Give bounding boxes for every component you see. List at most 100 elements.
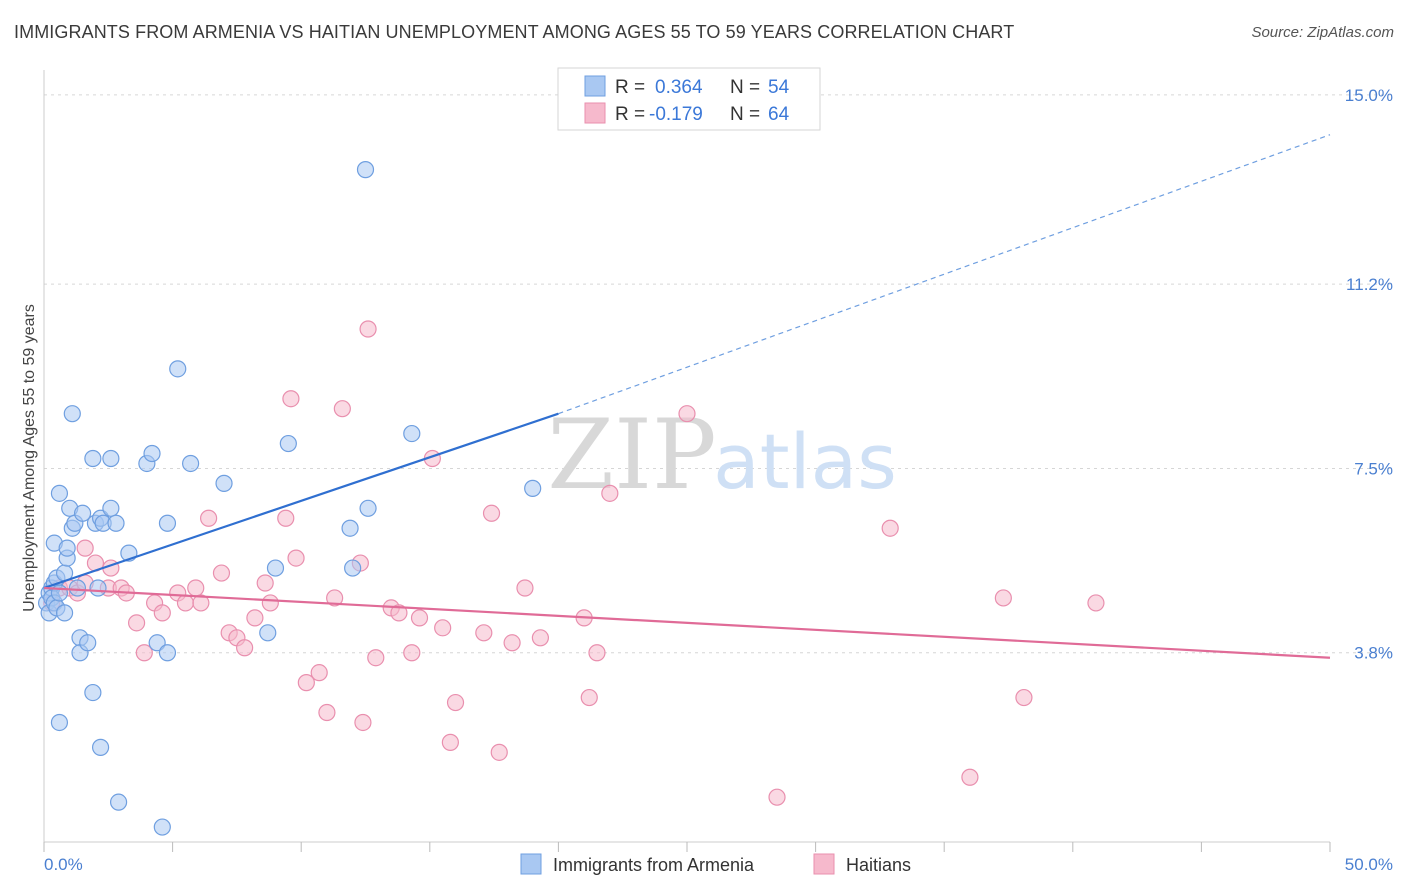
haitians-point-61 [994, 589, 1012, 607]
haitians-point-25 [256, 574, 274, 592]
haitians-point-46 [446, 693, 465, 712]
armenia-point-28 [89, 579, 107, 597]
armenia-point-23 [73, 504, 92, 522]
legend-r-value-1: 0.364 [655, 77, 703, 98]
haitians-point-57 [678, 405, 696, 423]
armenia-point-41 [153, 818, 171, 836]
armenia-point-33 [107, 514, 125, 532]
y-tick-label-2: 11.2% [1346, 275, 1393, 294]
haitians-point-34 [333, 400, 351, 418]
haitians-trend-line [43, 586, 1331, 659]
armenia-point-43 [158, 514, 177, 532]
haitians-point-18 [192, 594, 210, 612]
haitians-point-24 [246, 609, 264, 627]
haitians-point-47 [475, 624, 493, 642]
armenia-point-54 [403, 424, 421, 443]
haitians-point-12 [135, 644, 153, 662]
haitians-point-19 [200, 509, 218, 527]
armenia-point-46 [215, 474, 233, 492]
haitians-points [43, 320, 1105, 806]
haitians-point-52 [531, 629, 549, 647]
y-tick-label-3: 15.0% [1345, 86, 1393, 105]
correlation-legend: R = 0.364 N = 54 R = -0.179 N = 64 [557, 67, 821, 131]
haitians-point-5 [76, 539, 94, 557]
haitians-point-63 [1087, 594, 1105, 612]
haitians-point-59 [881, 519, 899, 537]
legend-n-value-1: 54 [768, 77, 790, 98]
haitians-point-55 [588, 644, 606, 662]
trend-lines [43, 134, 1331, 659]
haitians-point-41 [403, 644, 421, 662]
legend-swatch-blue [584, 75, 606, 97]
armenia-points [37, 161, 542, 836]
haitians-point-45 [441, 733, 459, 751]
legend-n-label-1: N = [730, 77, 760, 98]
armenia-point-44 [169, 360, 187, 378]
armenia-point-31 [102, 499, 120, 517]
haitians-point-20 [212, 564, 231, 582]
haitians-point-42 [410, 609, 429, 627]
armenia-point-26 [84, 449, 102, 468]
haitians-point-54 [580, 688, 598, 707]
armenia-point-11 [50, 484, 69, 502]
haitians-point-62 [1015, 688, 1033, 707]
haitians-point-38 [367, 649, 385, 667]
haitians-point-58 [768, 788, 786, 806]
armenia-trend-line [43, 412, 559, 590]
grid-lines [44, 94, 1392, 654]
axes [43, 70, 1331, 852]
haitians-point-33 [326, 589, 344, 607]
haitians-point-17 [187, 579, 205, 597]
armenia-point-55 [524, 479, 542, 497]
haitians-point-32 [318, 703, 336, 722]
legend-r-label-1: R = [615, 77, 645, 98]
haitians-point-49 [490, 743, 508, 761]
haitians-point-14 [153, 604, 171, 622]
y-axis-title: Unemployment Among Ages 55 to 59 years [21, 304, 38, 612]
haitians-point-16 [176, 594, 195, 612]
armenia-point-39 [143, 444, 161, 463]
armenia-point-35 [91, 738, 110, 756]
bottom-legend-swatch-pink [813, 853, 835, 875]
legend-r-label-2: R = [615, 104, 645, 125]
haitians-point-11 [127, 614, 146, 632]
haitians-point-31 [310, 664, 328, 682]
armenia-point-15 [58, 539, 76, 557]
armenia-point-40 [148, 634, 166, 652]
armenia-point-50 [341, 519, 359, 537]
legend-swatch-pink [584, 102, 606, 124]
legend-n-value-2: 64 [768, 104, 790, 125]
haitians-point-50 [503, 634, 521, 652]
armenia-point-13 [55, 604, 74, 622]
watermark-atlas: atlas [713, 417, 897, 506]
armenia-point-32 [102, 449, 120, 468]
armenia-point-42 [158, 644, 177, 662]
armenia-point-49 [279, 434, 297, 453]
haitians-point-48 [482, 504, 501, 522]
x-tick-label-1: 50.0% [1345, 855, 1393, 874]
armenia-point-48 [266, 559, 285, 577]
legend-n-label-2: N = [730, 104, 760, 125]
y-tick-label-1: 7.5% [1354, 459, 1393, 478]
chart-title: IMMIGRANTS FROM ARMENIA VS HAITIAN UNEMP… [14, 22, 1015, 42]
bottom-legend-series1: Immigrants from Armenia [553, 855, 755, 875]
bottom-legend-swatch-blue [520, 853, 542, 875]
haitians-point-37 [359, 320, 377, 338]
x-tick-label-0: 0.0% [44, 855, 83, 874]
armenia-trend-extension [558, 134, 1331, 415]
armenia-point-36 [109, 793, 128, 811]
armenia-point-24 [79, 634, 97, 652]
haitians-point-40 [390, 604, 408, 622]
haitians-point-26 [261, 594, 279, 612]
haitians-point-30 [297, 674, 315, 692]
armenia-point-51 [344, 559, 362, 577]
armenia-point-9 [50, 584, 69, 602]
series-legend: Immigrants from Armenia Haitians [520, 853, 911, 875]
source-credit: Source: ZipAtlas.com [1251, 24, 1394, 41]
haitians-point-29 [287, 549, 305, 567]
bottom-legend-series2: Haitians [846, 855, 911, 875]
armenia-point-47 [259, 624, 277, 642]
armenia-point-20 [68, 579, 87, 597]
haitians-point-23 [236, 639, 254, 657]
